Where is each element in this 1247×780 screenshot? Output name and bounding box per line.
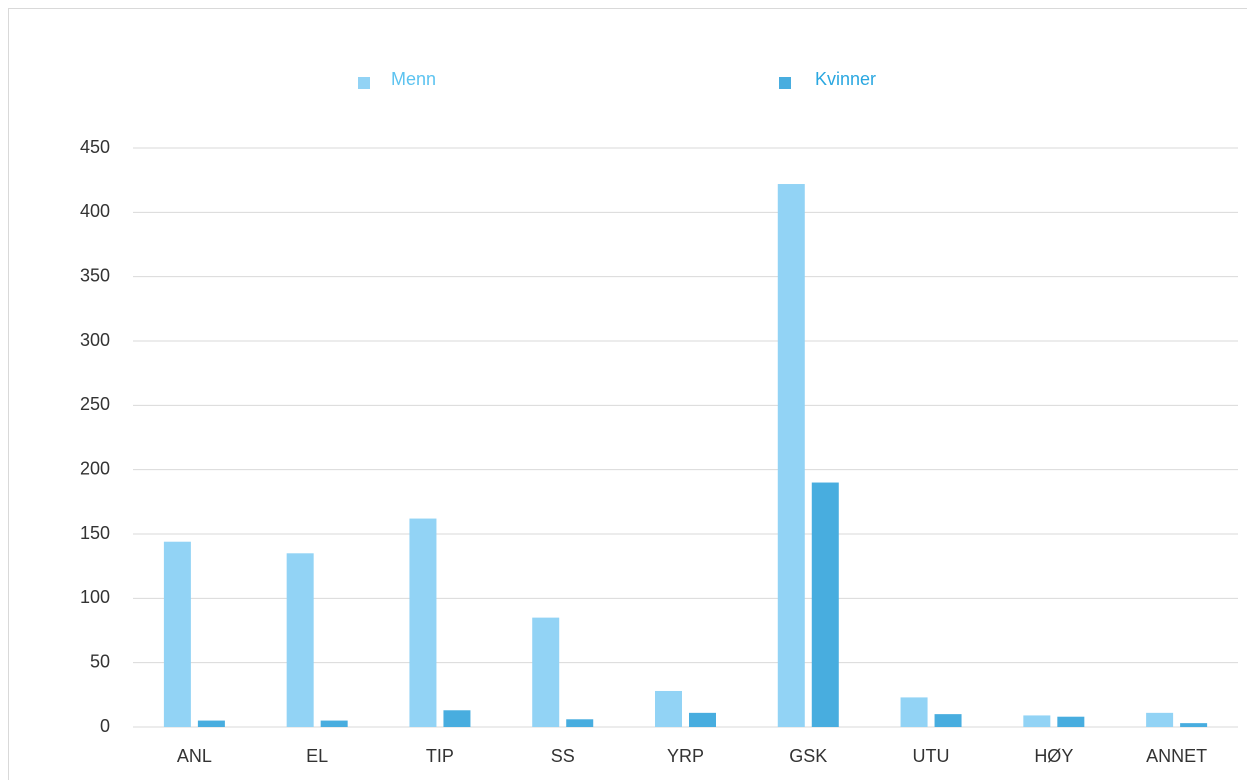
bar <box>1057 716 1085 727</box>
bar <box>1023 715 1051 727</box>
y-tick-label: 450 <box>80 137 110 157</box>
bar <box>655 690 682 727</box>
bar <box>197 720 225 727</box>
bar <box>900 697 928 727</box>
x-tick-label: HØY <box>1034 746 1073 766</box>
y-tick-label: 400 <box>80 201 110 221</box>
bar <box>409 518 437 727</box>
bar <box>443 710 471 727</box>
bar <box>811 482 839 727</box>
x-tick-label: GSK <box>789 746 827 766</box>
chart-frame <box>8 8 1247 780</box>
bar <box>777 184 805 727</box>
bar <box>1146 712 1174 727</box>
bar <box>163 541 191 727</box>
bar <box>320 720 348 727</box>
x-tick-label: EL <box>306 746 328 766</box>
x-tick-label: UTU <box>913 746 950 766</box>
x-tick-label: TIP <box>426 746 454 766</box>
x-tick-label: YRP <box>667 746 704 766</box>
y-tick-label: 50 <box>90 651 110 671</box>
x-tick-label: SS <box>551 746 575 766</box>
y-tick-label: 200 <box>80 458 110 478</box>
legend-marker <box>358 77 370 89</box>
y-tick-label: 350 <box>80 265 110 285</box>
y-tick-label: 300 <box>80 330 110 350</box>
legend-label: Menn <box>391 69 436 89</box>
bar <box>934 714 962 727</box>
y-tick-label: 100 <box>80 587 110 607</box>
bar <box>566 719 594 727</box>
legend-label: Kvinner <box>815 69 876 89</box>
y-tick-label: 250 <box>80 394 110 414</box>
x-tick-label: ANL <box>177 746 212 766</box>
x-tick-label: ANNET <box>1146 746 1207 766</box>
bar <box>532 617 560 727</box>
y-tick-label: 0 <box>100 716 110 736</box>
legend-marker <box>779 77 791 89</box>
bar <box>1180 723 1208 727</box>
bar <box>689 712 716 727</box>
bar <box>286 553 314 727</box>
y-tick-label: 150 <box>80 523 110 543</box>
